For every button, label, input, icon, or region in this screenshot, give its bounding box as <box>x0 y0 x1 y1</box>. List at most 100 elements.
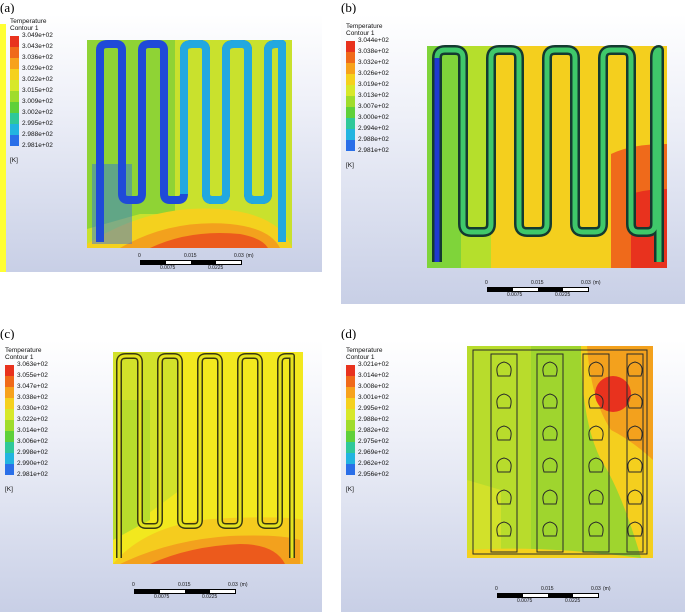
legend-entry: 2.990e+02 <box>5 460 48 475</box>
legend-value: 2.962e+02 <box>358 460 389 467</box>
panel-label-c: (c) <box>0 326 15 341</box>
legend-c: Temperature Contour 1 3.063e+02 3.055e+02… <box>5 347 48 494</box>
scale-label: (m) <box>603 586 611 592</box>
legend-value: 3.043e+02 <box>22 43 53 50</box>
legend-swatch <box>5 398 14 409</box>
pin-fin <box>627 489 643 505</box>
legend-swatch <box>346 107 355 118</box>
legend-swatch <box>346 52 355 63</box>
legend-entry: 3.015e+02 <box>10 87 53 102</box>
legend-value: 2.981e+02 <box>358 147 389 154</box>
legend-subtitle: Contour 1 <box>10 24 39 32</box>
pin-fin <box>588 393 604 409</box>
legend-swatch <box>5 365 14 376</box>
legend-entry: 2.981e+02 <box>346 147 389 162</box>
pin-fin <box>627 393 643 409</box>
legend-entry: 3.021e+02 <box>346 361 389 376</box>
legend-entry: 2.981e+02 <box>5 471 48 486</box>
legend-entry: 2.988e+02 <box>346 416 389 431</box>
panel-d-view: Temperature Contour 1 3.021e+02 3.014e+02… <box>341 340 685 612</box>
legend-swatch <box>346 376 355 387</box>
legend-value: 3.013e+02 <box>358 92 389 99</box>
pin-fin <box>542 425 558 441</box>
panel-b-view: Temperature Contour 1 3.044e+02 3.038e+02… <box>341 14 685 304</box>
scale-label: 0.015 <box>531 280 544 286</box>
scale-label: 0.015 <box>178 582 191 588</box>
legend-swatch <box>346 387 355 398</box>
pin-fin <box>542 393 558 409</box>
legend-swatch <box>346 420 355 431</box>
scale-label: 0.015 <box>184 253 197 259</box>
legend-value: 3.044e+02 <box>358 37 389 44</box>
legend-entry: 2.998e+02 <box>5 449 48 464</box>
legend-value: 3.036e+02 <box>22 54 53 61</box>
legend-value: 3.001e+02 <box>358 394 389 401</box>
pin-fin <box>588 457 604 473</box>
scale-bar-a: 0 0.015 0.03 (m) 0.0075 0.0225 <box>136 253 276 271</box>
legend-unit: [K] <box>346 162 354 169</box>
legend-value: 3.002e+02 <box>22 109 53 116</box>
legend-entry: 3.000e+02 <box>346 114 389 129</box>
legend-value: 3.055e+02 <box>17 372 48 379</box>
legend-value: 3.008e+02 <box>358 383 389 390</box>
legend-b: Temperature Contour 1 3.044e+02 3.038e+02… <box>346 23 389 170</box>
legend-entry: 3.044e+02 <box>346 37 389 52</box>
legend-swatch <box>5 453 14 464</box>
legend-value: 3.015e+02 <box>22 87 53 94</box>
legend-value: 2.988e+02 <box>358 136 389 143</box>
pin-fin <box>496 457 512 473</box>
legend-swatch <box>346 85 355 96</box>
legend-swatch <box>5 431 14 442</box>
legend-value: 3.049e+02 <box>22 32 53 39</box>
legend-entry: 3.029e+02 <box>10 65 53 80</box>
legend-swatch <box>5 387 14 398</box>
legend-value: 3.032e+02 <box>358 59 389 66</box>
pin-fin <box>627 425 643 441</box>
legend-swatch <box>5 409 14 420</box>
scale-label: 0 <box>132 582 135 588</box>
legend-value: 3.063e+02 <box>17 361 48 368</box>
legend-value: 3.022e+02 <box>22 76 53 83</box>
legend-entry: 3.038e+02 <box>5 394 48 409</box>
legend-entry: 3.043e+02 <box>10 43 53 58</box>
legend-value: 2.995e+02 <box>358 405 389 412</box>
legend-entry: 3.007e+02 <box>346 103 389 118</box>
pin-fin <box>627 361 643 377</box>
legend-title: Temperature <box>10 18 47 25</box>
legend-swatch <box>346 41 355 52</box>
panel-a-view: Temperature Contour 1 3.049e+02 3.043e+02… <box>0 14 322 272</box>
serpentine-channel-a <box>96 40 286 242</box>
legend-value: 2.981e+02 <box>22 142 53 149</box>
scale-label: (m) <box>593 280 601 286</box>
legend-value: 3.021e+02 <box>358 361 389 368</box>
legend-entry: 2.956e+02 <box>346 471 389 486</box>
serpentine-channel-b <box>432 45 664 262</box>
legend-entry: 2.995e+02 <box>10 120 53 135</box>
legend-subtitle: Contour 1 <box>346 353 375 361</box>
legend-value: 2.990e+02 <box>17 460 48 467</box>
contour-d <box>467 346 653 558</box>
legend-entry: 3.009e+02 <box>10 98 53 113</box>
legend-entry: 3.019e+02 <box>346 81 389 96</box>
legend-unit: [K] <box>5 486 13 493</box>
scale-label: 0.0225 <box>202 594 218 600</box>
legend-swatch <box>346 431 355 442</box>
scale-label: 0.03 <box>591 586 601 592</box>
legend-title: Temperature <box>5 347 42 354</box>
legend-unit: [K] <box>10 157 18 164</box>
legend-value: 3.014e+02 <box>358 372 389 379</box>
legend-value: 2.956e+02 <box>358 471 389 478</box>
legend-subtitle: Contour 1 <box>5 353 34 361</box>
legend-a: Temperature Contour 1 3.049e+02 3.043e+02… <box>10 18 53 165</box>
legend-value: 2.994e+02 <box>358 125 389 132</box>
legend-entry: 3.002e+02 <box>10 109 53 124</box>
legend-swatch <box>5 464 14 475</box>
legend-swatch <box>346 453 355 464</box>
legend-swatch <box>5 420 14 431</box>
pin-fin <box>627 521 643 537</box>
legend-title: Temperature <box>346 23 383 30</box>
legend-value: 3.047e+02 <box>17 383 48 390</box>
legend-entry: 3.014e+02 <box>346 372 389 387</box>
legend-swatch <box>346 74 355 85</box>
panel-label-a: (a) <box>0 0 15 15</box>
